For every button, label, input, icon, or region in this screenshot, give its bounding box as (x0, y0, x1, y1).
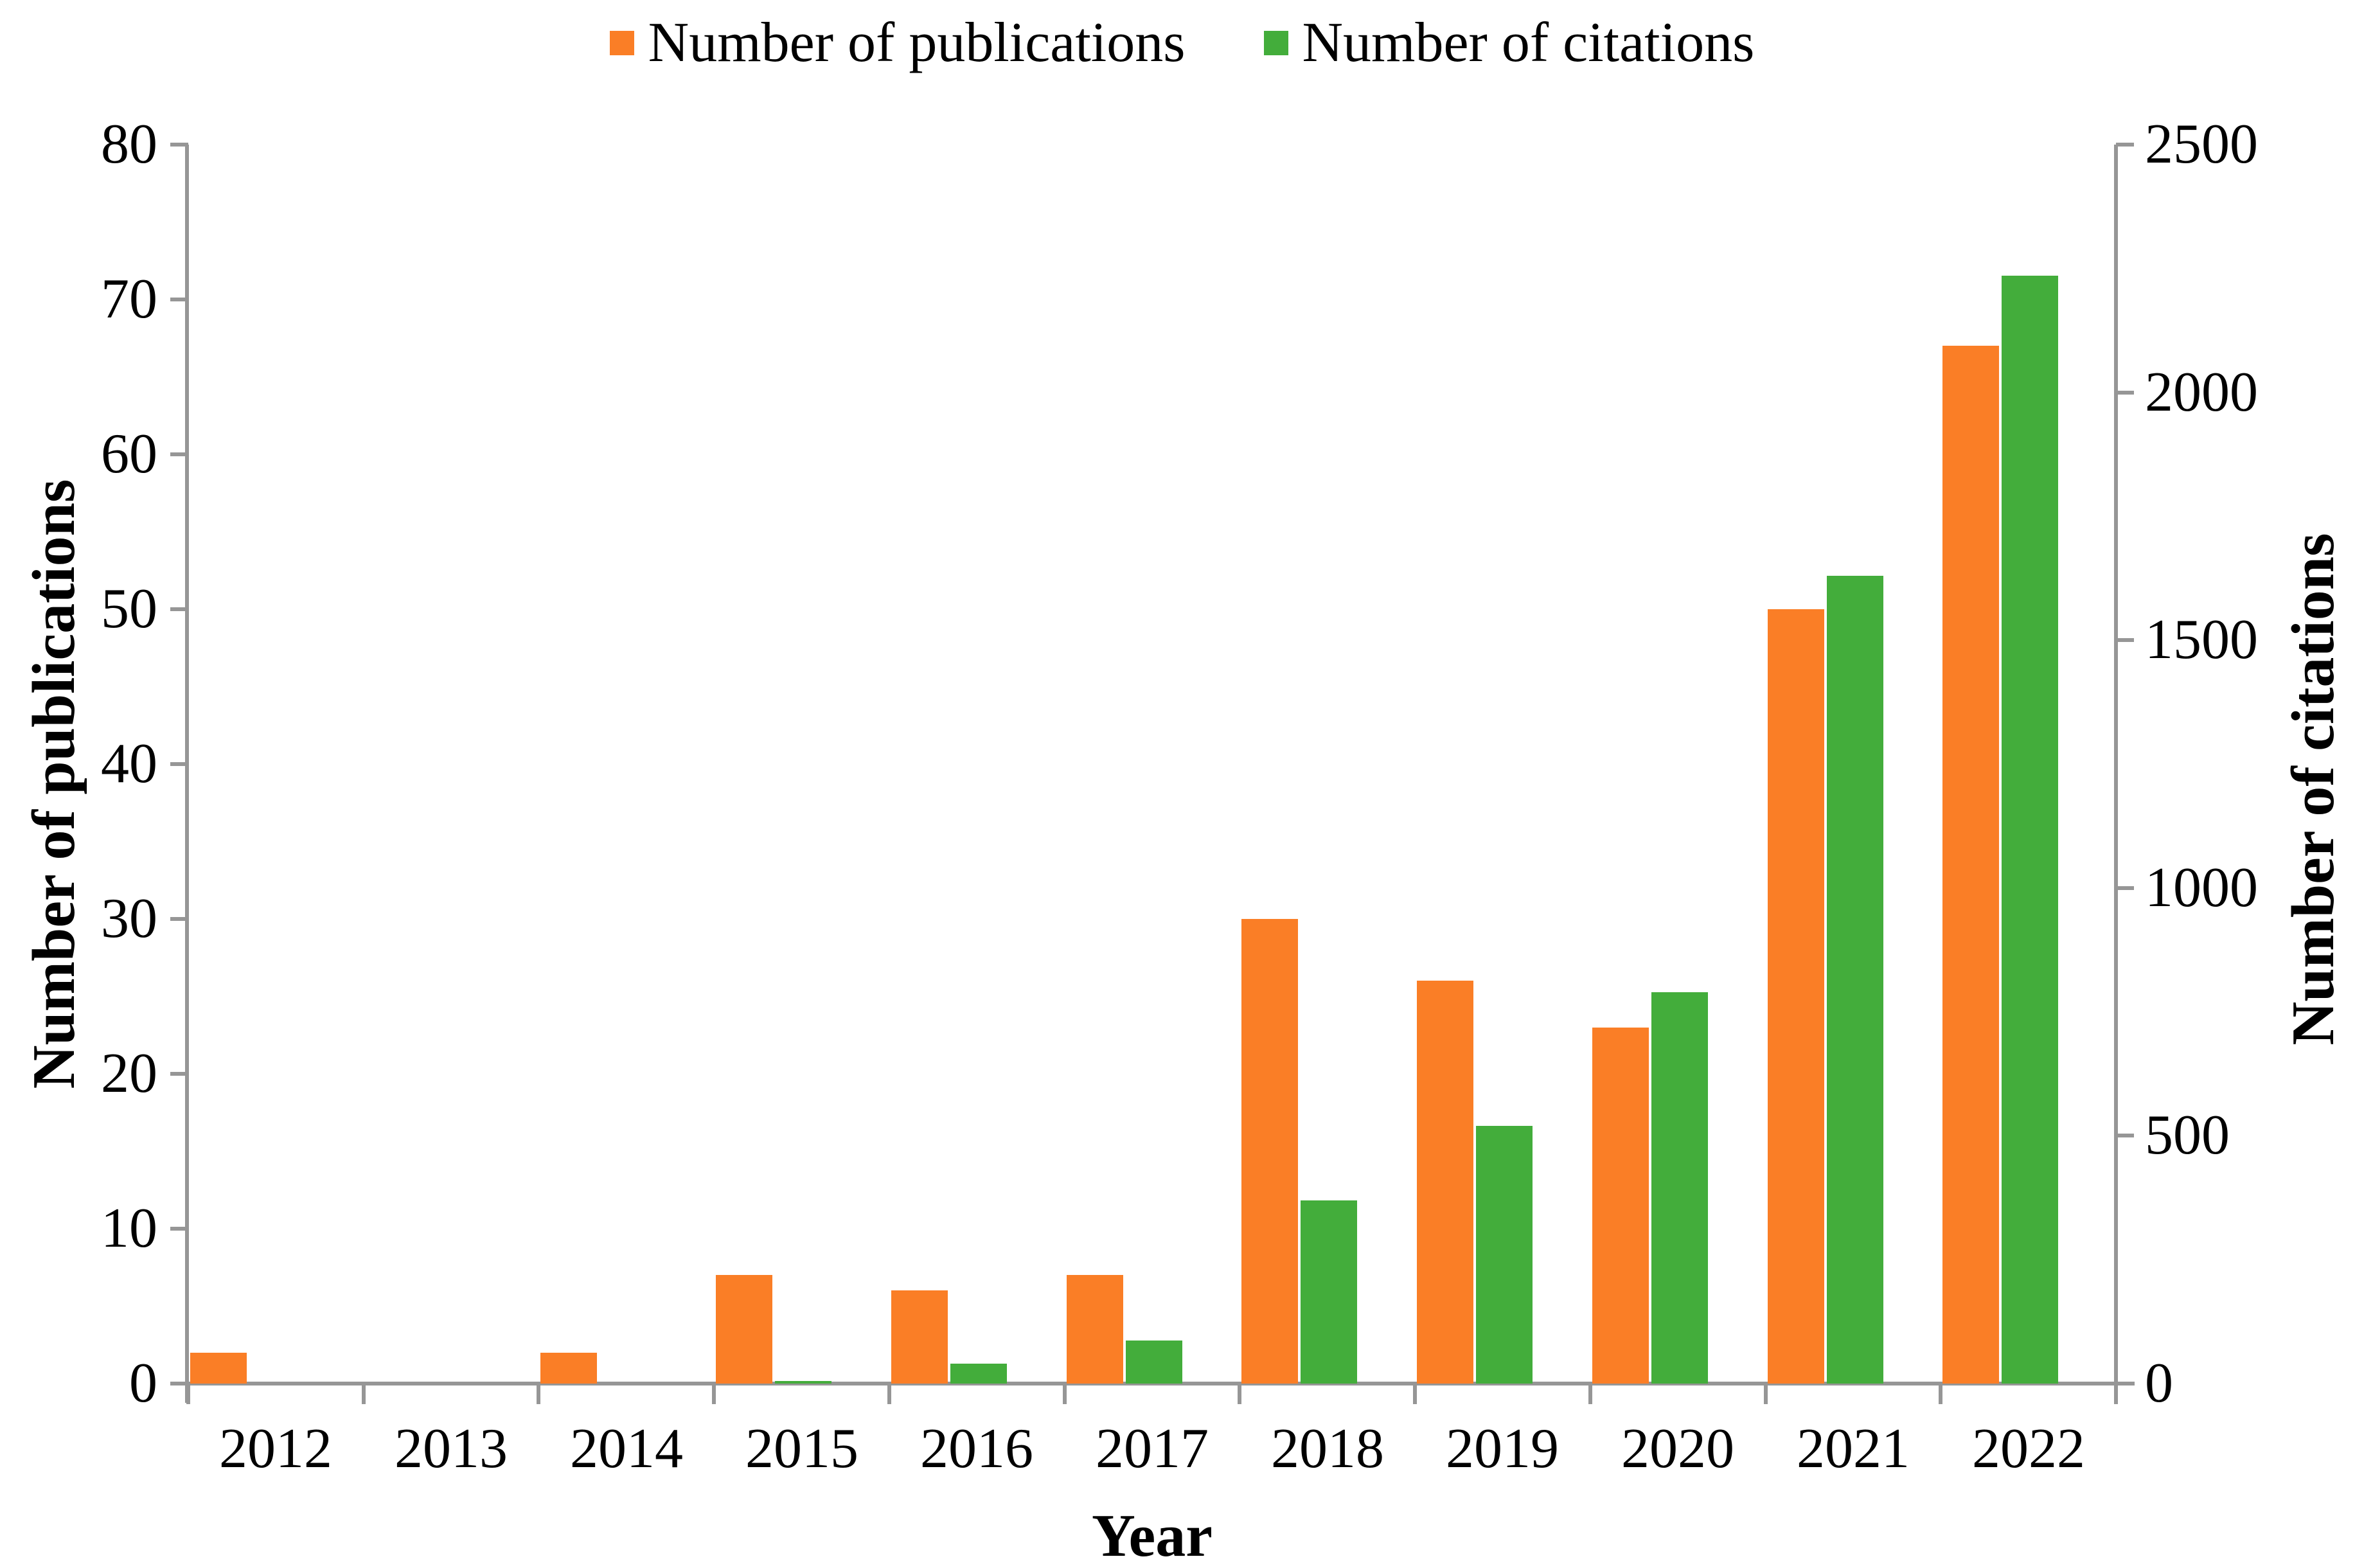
right-axis-tick-label: 500 (2145, 1104, 2230, 1167)
right-axis-tick (2116, 1382, 2134, 1385)
x-axis-tick (1238, 1384, 1242, 1404)
left-axis-tick-label: 80 (101, 113, 157, 175)
x-axis-title: Year (1092, 1502, 1213, 1568)
left-axis-tick-label: 40 (101, 733, 157, 795)
left-axis-tick-label: 10 (101, 1197, 157, 1260)
right-axis-line (2114, 145, 2118, 1387)
x-axis-tick (537, 1384, 541, 1404)
x-axis-label-2012: 2012 (219, 1418, 332, 1480)
x-axis-label-2021: 2021 (1797, 1418, 1910, 1480)
x-axis-tick (1062, 1384, 1067, 1404)
left-axis-line (185, 145, 189, 1403)
bar-publications-2020 (1592, 1028, 1649, 1384)
bar-citations-2017 (1126, 1341, 1182, 1384)
right-axis-tick (2116, 638, 2134, 643)
x-axis-tick (361, 1384, 366, 1404)
legend-label-publications: Number of publications (648, 12, 1186, 74)
left-axis-tick (170, 1227, 188, 1231)
legend-item-publications: Number of publications (609, 10, 1186, 75)
right-axis-tick (2116, 1134, 2134, 1138)
left-axis-tick (170, 762, 188, 766)
right-axis-tick (2116, 143, 2134, 147)
left-axis-tick-label: 50 (101, 578, 157, 640)
bar-citations-2022 (2002, 276, 2058, 1384)
x-axis-label-2022: 2022 (1972, 1418, 2085, 1480)
bar-publications-2022 (1942, 346, 1999, 1384)
bar-publications-2017 (1067, 1275, 1123, 1384)
x-axis-tick (1939, 1384, 1943, 1404)
right-axis-tick-label: 1000 (2145, 856, 2258, 919)
x-axis-tick (186, 1384, 190, 1404)
x-axis-tick (1763, 1384, 1768, 1404)
bar-citations-2020 (1651, 992, 1708, 1384)
left-axis-tick (170, 1382, 188, 1385)
bar-publications-2012 (190, 1353, 247, 1384)
bar-publications-2019 (1417, 981, 1473, 1384)
x-axis-tick (2114, 1384, 2118, 1404)
right-axis-tick-label: 1500 (2145, 609, 2258, 672)
citations-swatch-icon (1263, 30, 1288, 55)
bar-citations-2018 (1301, 1200, 1357, 1384)
bar-citations-2016 (950, 1364, 1007, 1384)
right-axis-tick-label: 2000 (2145, 361, 2258, 423)
x-axis-label-2019: 2019 (1446, 1418, 1559, 1480)
x-axis-label-2013: 2013 (395, 1418, 508, 1480)
left-axis-tick (170, 298, 188, 301)
left-axis-tick-label: 60 (101, 423, 157, 485)
x-axis-label-2015: 2015 (745, 1418, 858, 1480)
x-axis-label-2020: 2020 (1621, 1418, 1734, 1480)
x-axis-label-2018: 2018 (1271, 1418, 1384, 1480)
right-axis-tick (2116, 886, 2134, 890)
bar-citations-2019 (1476, 1126, 1533, 1384)
x-axis-label-2014: 2014 (570, 1418, 683, 1480)
publications-swatch-icon (609, 30, 634, 55)
x-axis-label-2017: 2017 (1096, 1418, 1209, 1480)
legend-label-citations: Number of citations (1302, 12, 1755, 74)
bar-publications-2018 (1241, 919, 1298, 1384)
left-axis-tick (170, 143, 188, 147)
x-axis-tick (1413, 1384, 1418, 1404)
left-axis-tick-label: 70 (101, 268, 157, 330)
left-axis-tick (170, 607, 188, 611)
x-axis-tick (887, 1384, 891, 1404)
left-axis-tick (170, 917, 188, 921)
right-axis-tick-label: 0 (2145, 1352, 2173, 1414)
left-axis-tick-label: 0 (129, 1352, 157, 1414)
left-axis-tick-label: 30 (101, 887, 157, 950)
x-axis-label-2016: 2016 (920, 1418, 1033, 1480)
bar-publications-2015 (716, 1275, 772, 1384)
bottom-axis-line (170, 1382, 2135, 1385)
bar-citations-2021 (1827, 576, 1883, 1384)
legend-item-citations: Number of citations (1263, 10, 1755, 75)
right-axis-tick-label: 2500 (2145, 113, 2258, 175)
bar-publications-2016 (891, 1290, 948, 1384)
right-axis-tick (2116, 390, 2134, 395)
bar-citations-2015 (775, 1381, 831, 1384)
x-axis-tick (712, 1384, 716, 1404)
left-axis-tick (170, 1072, 188, 1076)
left-axis-tick-label: 20 (101, 1042, 157, 1105)
bar-publications-2021 (1768, 609, 1824, 1384)
x-axis-tick (1588, 1384, 1592, 1404)
left-axis-tick (170, 452, 188, 456)
legend: Number of publications Number of citatio… (0, 10, 2364, 75)
bar-publications-2014 (540, 1353, 597, 1384)
